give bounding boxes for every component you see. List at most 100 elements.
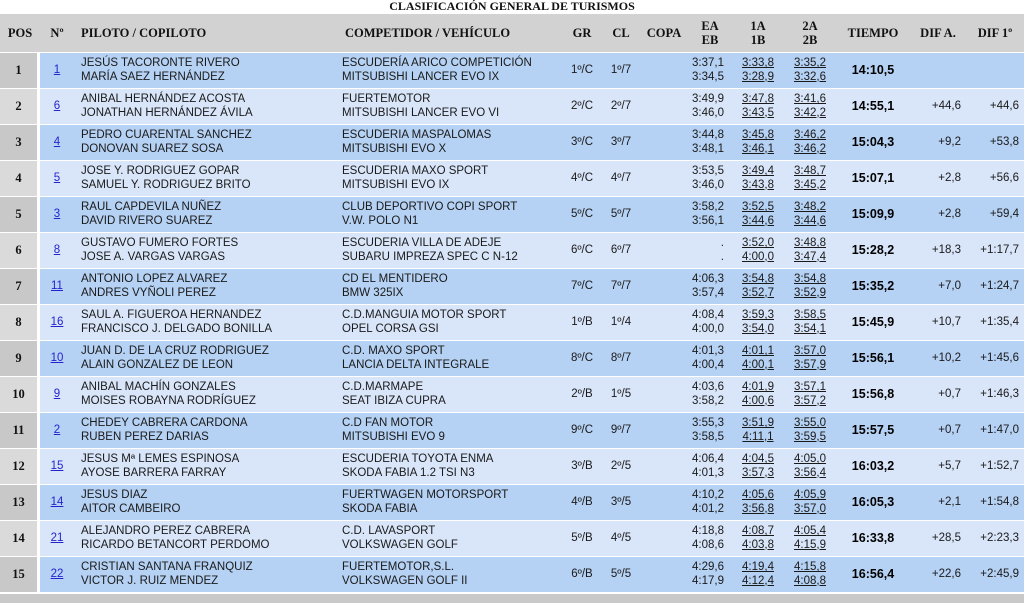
- car-number-link[interactable]: 10: [50, 351, 64, 364]
- diff-previous-cell: +0,7: [910, 377, 966, 413]
- group-position-cell: 6º/C: [562, 233, 602, 269]
- diff-leader-cell: +1:47,0: [966, 413, 1024, 449]
- car-number-link[interactable]: 2: [53, 423, 61, 436]
- stage-2a-time-link[interactable]: 3:48,8: [794, 237, 826, 249]
- car-number-link[interactable]: 9: [53, 387, 61, 400]
- vehicle-name: SKODA FABIA 1.2 TSI N3: [342, 466, 475, 479]
- stage-2b-time-link[interactable]: 3:42,2: [794, 106, 826, 119]
- car-number-link[interactable]: 4: [53, 135, 61, 148]
- copa-cell: [640, 197, 688, 233]
- stage-ea-eb-cell: 4:03,6 3:58,2: [688, 377, 732, 413]
- table-row: 6 8 GUSTAVO FUMERO FORTES JOSE A. VARGAS VA…: [0, 233, 1024, 269]
- stage-2a-time-link[interactable]: 4:05,0: [794, 453, 826, 465]
- car-number-link[interactable]: 5: [53, 171, 61, 184]
- stage-2a-2b-cell: 3:48,8 3:47,4: [784, 233, 836, 269]
- stage-1b-time-link[interactable]: 3:57,3: [742, 466, 774, 479]
- car-number-link[interactable]: 1: [53, 63, 61, 76]
- stage-1a-time-link[interactable]: 3:45,8: [742, 129, 774, 141]
- pilot-copilot-cell: ANTONIO LOPEZ ALVAREZ ANDRES VYÑOLI PEREZ: [74, 269, 338, 305]
- stage-2a-time-link[interactable]: 3:35,2: [794, 57, 826, 69]
- stage-2b-time-link[interactable]: 3:47,4: [794, 250, 826, 263]
- stage-1a-time-link[interactable]: 4:19,4: [742, 561, 774, 573]
- car-number-link[interactable]: 3: [53, 207, 61, 220]
- stage-1a-1b-cell: 3:59,3 3:54,0: [732, 305, 784, 341]
- stage-1b-time-link[interactable]: 4:11,1: [742, 430, 774, 443]
- stage-1a-time-link[interactable]: 3:52,5: [742, 201, 774, 213]
- stage-2a-time-link[interactable]: 3:54,8: [794, 273, 826, 285]
- class-position-cell: 3º/5: [602, 485, 640, 521]
- stage-2b-time-link[interactable]: 3:57,2: [794, 394, 826, 407]
- stage-1a-time-link[interactable]: 4:01,9: [742, 381, 774, 393]
- stage-2b-time-link[interactable]: 4:15,9: [794, 538, 826, 551]
- driver-name: ANIBAL HERNÁNDEZ ACOSTA: [81, 93, 246, 105]
- col-copa: COPA: [640, 14, 688, 53]
- stage-2a-time-link[interactable]: 3:46,2: [794, 129, 826, 141]
- stage-1a-time-link[interactable]: 3:49,4: [742, 165, 774, 177]
- stage-1b-time-link[interactable]: 4:03,8: [742, 538, 774, 551]
- stage-2a-time-link[interactable]: 3:48,2: [794, 201, 826, 213]
- stage-2b-time-link[interactable]: 3:57,0: [794, 502, 826, 515]
- table-row: 15 22 CRISTIAN SANTANA FRANQUIZ VICTOR J. R…: [0, 557, 1024, 593]
- car-number-link[interactable]: 14: [50, 495, 64, 508]
- stage-2a-time-link[interactable]: 3:41,6: [794, 93, 826, 105]
- stage-ea-time: 4:01,3: [692, 345, 724, 357]
- stage-2a-time-link[interactable]: 3:57,1: [794, 381, 826, 393]
- stage-1b-time-link[interactable]: 3:54,0: [742, 322, 774, 335]
- car-number-link[interactable]: 15: [50, 459, 64, 472]
- stage-2a-time-link[interactable]: 4:15,8: [794, 561, 826, 573]
- car-number-cell: 1: [40, 53, 74, 89]
- stage-2a-time-link[interactable]: 3:58,5: [794, 309, 826, 321]
- car-number-link[interactable]: 8: [53, 243, 61, 256]
- stage-2a-time-link[interactable]: 3:57,0: [794, 345, 826, 357]
- stage-1a-time-link[interactable]: 4:05,6: [742, 489, 774, 501]
- stage-2a-time-link[interactable]: 3:55,0: [794, 417, 826, 429]
- car-number-link[interactable]: 6: [53, 99, 61, 112]
- stage-1b-time-link[interactable]: 4:12,4: [742, 574, 774, 587]
- stage-2b-time-link[interactable]: 3:54,1: [794, 322, 826, 335]
- stage-2b-time-link[interactable]: 4:08,8: [794, 574, 826, 587]
- stage-1b-time-link[interactable]: 3:28,9: [742, 70, 774, 83]
- stage-ea-eb-cell: 3:58,2 3:56,1: [688, 197, 732, 233]
- group-position-cell: 4º/B: [562, 485, 602, 521]
- stage-1b-time-link[interactable]: 3:46,1: [742, 142, 774, 155]
- stage-2a-2b-cell: 3:41,6 3:42,2: [784, 89, 836, 125]
- driver-name: JESUS DIAZ: [81, 489, 148, 501]
- stage-1b-time-link[interactable]: 4:00,1: [742, 358, 774, 371]
- stage-2b-time-link[interactable]: 3:45,2: [794, 178, 826, 191]
- stage-1b-time-link[interactable]: 3:44,6: [742, 214, 774, 227]
- stage-1b-time-link[interactable]: 3:56,8: [742, 502, 774, 515]
- car-number-link[interactable]: 21: [50, 531, 64, 544]
- driver-name: GUSTAVO FUMERO FORTES: [81, 237, 239, 249]
- stage-1a-1b-cell: 4:01,9 4:00,6: [732, 377, 784, 413]
- stage-1a-time-link[interactable]: 3:47,8: [742, 93, 774, 105]
- stage-1b-time-link[interactable]: 3:52,7: [742, 286, 774, 299]
- stage-1a-time-link[interactable]: 3:51,9: [742, 417, 774, 429]
- stage-2a-time-link[interactable]: 4:05,4: [794, 525, 826, 537]
- stage-1b-time-link[interactable]: 4:00,6: [742, 394, 774, 407]
- stage-1a-time-link[interactable]: 4:01,1: [742, 345, 774, 357]
- stage-2b-time-link[interactable]: 3:44,6: [794, 214, 826, 227]
- stage-1a-time-link[interactable]: 4:04,5: [742, 453, 774, 465]
- vehicle-name: VOLKSWAGEN GOLF II: [342, 574, 468, 587]
- car-number-cell: 5: [40, 161, 74, 197]
- stage-1b-time-link[interactable]: 3:43,8: [742, 178, 774, 191]
- stage-2a-time-link[interactable]: 3:48,7: [794, 165, 826, 177]
- diff-previous-cell: +22,6: [910, 557, 966, 593]
- stage-2a-time-link[interactable]: 4:05,9: [794, 489, 826, 501]
- car-number-link[interactable]: 22: [50, 567, 64, 580]
- car-number-link[interactable]: 11: [51, 279, 63, 292]
- stage-1a-time-link[interactable]: 4:08,7: [742, 525, 774, 537]
- stage-1a-time-link[interactable]: 3:59,3: [742, 309, 774, 321]
- stage-2b-time-link[interactable]: 3:46,2: [794, 142, 826, 155]
- stage-1a-time-link[interactable]: 3:54,8: [742, 273, 774, 285]
- stage-2b-time-link[interactable]: 3:59,5: [794, 430, 826, 443]
- stage-2b-time-link[interactable]: 3:57,9: [794, 358, 826, 371]
- stage-2b-time-link[interactable]: 3:52,9: [794, 286, 826, 299]
- stage-2b-time-link[interactable]: 3:56,4: [794, 466, 826, 479]
- stage-2b-time-link[interactable]: 3:32,6: [794, 70, 826, 83]
- stage-1a-time-link[interactable]: 3:52,0: [742, 237, 774, 249]
- stage-1b-time-link[interactable]: 3:43,5: [742, 106, 774, 119]
- stage-1b-time-link[interactable]: 4:00,0: [742, 250, 774, 263]
- car-number-link[interactable]: 16: [50, 315, 64, 328]
- stage-1a-time-link[interactable]: 3:33,8: [742, 57, 774, 69]
